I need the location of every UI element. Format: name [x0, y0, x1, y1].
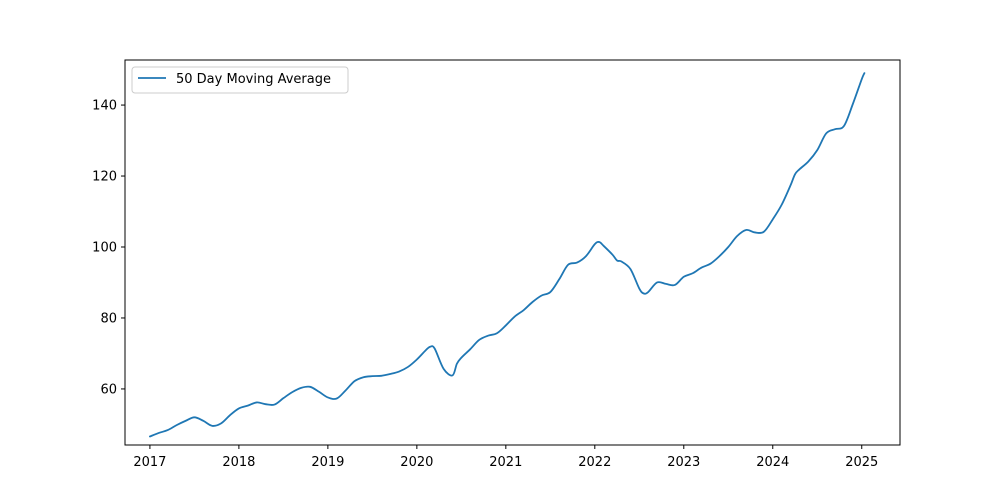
- x-tick-label: 2023: [667, 455, 700, 470]
- x-tick-label: 2021: [489, 455, 522, 470]
- y-tick-label: 140: [92, 99, 117, 114]
- x-tick-label: 2018: [222, 455, 255, 470]
- x-tick-label: 2024: [756, 455, 789, 470]
- x-axis: 2017 2018 2019 2020 2021 2022 2023 2024 2025: [133, 445, 878, 470]
- y-tick-label: 100: [92, 241, 117, 256]
- plot-frame: [124, 59, 901, 446]
- x-tick-label: 2017: [133, 455, 166, 470]
- y-tick-label: 60: [100, 382, 117, 397]
- series-line-50-day-moving-average: [149, 72, 866, 438]
- legend: 50 Day Moving Average: [131, 66, 349, 94]
- legend-box: [131, 66, 349, 94]
- y-axis: 60 80 100 120 140: [92, 99, 125, 397]
- plot-area: [125, 60, 900, 445]
- x-tick-label: 2022: [578, 455, 611, 470]
- legend-label: 50 Day Moving Average: [176, 72, 331, 87]
- x-tick-label: 2019: [311, 455, 344, 470]
- x-tick-label: 2020: [400, 455, 433, 470]
- y-tick-label: 120: [92, 170, 117, 185]
- x-tick-label: 2025: [845, 455, 878, 470]
- y-tick-label: 80: [100, 311, 117, 326]
